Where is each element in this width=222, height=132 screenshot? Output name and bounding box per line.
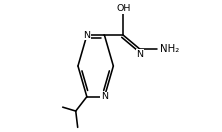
Text: NH₂: NH₂ [160, 44, 179, 54]
Text: N: N [101, 92, 108, 101]
Text: N: N [83, 31, 90, 40]
Text: OH: OH [116, 4, 131, 13]
Text: N: N [136, 50, 143, 59]
